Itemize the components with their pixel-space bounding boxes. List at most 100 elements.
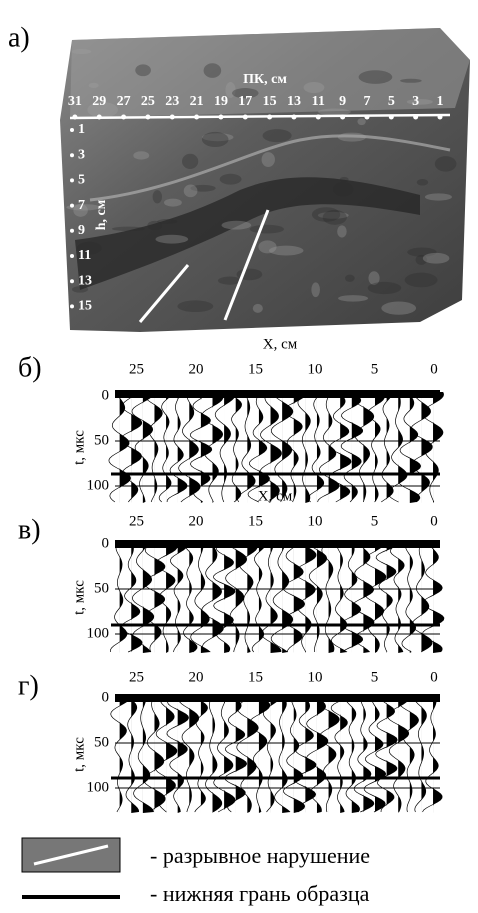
trace-fill xyxy=(293,542,305,653)
trace-fill xyxy=(409,696,419,813)
trace-fill xyxy=(433,542,444,653)
trace-fill xyxy=(328,542,334,653)
tick-mark xyxy=(218,114,224,120)
tick-mark xyxy=(70,228,74,233)
x-tick-label: 0 xyxy=(430,513,438,529)
rock-texture xyxy=(157,219,178,224)
trace xyxy=(119,391,143,503)
trace-fill xyxy=(340,696,349,813)
trace xyxy=(251,541,266,653)
rock-texture xyxy=(152,190,163,204)
trace xyxy=(205,695,223,813)
rock-texture xyxy=(177,300,214,313)
trace xyxy=(125,695,140,813)
rock-texture xyxy=(322,209,347,225)
legend: - разрывное нарушение - нижняя грань обр… xyxy=(21,837,370,906)
rock-texture xyxy=(221,220,252,230)
tick-label: 23 xyxy=(165,94,179,109)
legend-label: - нижняя грань образца xyxy=(150,881,370,906)
rock-texture xyxy=(406,99,433,105)
trace-fill xyxy=(351,392,363,503)
trace-fill xyxy=(131,696,139,813)
rock-texture xyxy=(262,129,292,143)
tick-mark xyxy=(145,114,151,120)
rock-texture xyxy=(202,133,234,142)
rock-texture xyxy=(73,203,88,217)
tick-label: 15 xyxy=(78,299,92,314)
trace xyxy=(353,695,375,813)
rock-texture xyxy=(217,276,242,285)
trace xyxy=(390,541,405,653)
panel-label: б) xyxy=(18,352,42,383)
trace xyxy=(317,695,340,813)
trace-fill xyxy=(247,696,259,813)
x-tick-label: 5 xyxy=(371,361,379,377)
trace-fill xyxy=(386,696,398,813)
trace xyxy=(108,391,131,503)
tick-mark xyxy=(340,114,346,120)
tick-mark xyxy=(70,153,74,158)
y-tick-label: 50 xyxy=(94,432,109,448)
rock-texture xyxy=(231,88,259,99)
trace-fill xyxy=(224,696,236,813)
rock-texture xyxy=(422,252,450,264)
trace xyxy=(345,695,360,813)
tick-label: 13 xyxy=(287,94,301,109)
trace xyxy=(329,391,352,503)
tick-mark xyxy=(194,114,200,120)
rock-texture xyxy=(404,272,438,288)
trace xyxy=(166,695,189,813)
trace-fill xyxy=(421,696,427,813)
rock-texture xyxy=(147,220,163,231)
y-tick-label: 0 xyxy=(102,387,110,403)
trace-fill xyxy=(142,542,154,653)
tick-mark xyxy=(388,114,394,120)
tick-label: 31 xyxy=(68,94,82,109)
tick-mark xyxy=(96,114,102,120)
trace xyxy=(410,391,433,503)
trace xyxy=(214,391,235,503)
rock-texture xyxy=(338,295,369,302)
trace xyxy=(133,695,154,813)
rock-texture xyxy=(337,225,347,238)
rock-texture xyxy=(318,108,351,116)
trace xyxy=(421,391,444,503)
trace xyxy=(248,695,271,813)
tick-label: 5 xyxy=(78,173,85,188)
rock-texture xyxy=(219,173,242,185)
trace-fill xyxy=(177,696,189,813)
trace-fill xyxy=(293,696,305,813)
trace xyxy=(166,391,188,503)
tick-label: 1 xyxy=(437,94,444,109)
x-tick-label: 15 xyxy=(248,361,263,377)
trace xyxy=(237,391,256,503)
trace-fill xyxy=(235,542,247,653)
rock-vein-light xyxy=(89,134,451,202)
trace xyxy=(131,391,154,503)
tick-label: 21 xyxy=(190,94,204,109)
trace-fill xyxy=(282,392,293,503)
tick-mark xyxy=(315,114,321,120)
rock-texture xyxy=(225,81,236,98)
trace-fill xyxy=(154,696,166,813)
trace-fill xyxy=(398,542,405,653)
tick-label: 1 xyxy=(78,122,85,137)
trace xyxy=(144,391,163,503)
trace xyxy=(261,541,282,653)
y-tick-label: 0 xyxy=(102,535,110,551)
y-axis-title: t, мкс xyxy=(71,580,87,615)
rock-texture xyxy=(203,63,222,78)
rock-texture xyxy=(71,286,89,293)
trace-fill xyxy=(363,696,374,813)
tick-mark xyxy=(70,254,74,258)
trace xyxy=(381,392,394,503)
tick-label: 17 xyxy=(238,94,252,109)
trace xyxy=(363,695,387,813)
rock-texture xyxy=(424,193,452,201)
trace-fill xyxy=(305,392,311,503)
y-axis-title: t, мкс xyxy=(71,737,87,772)
x-tick-label: 20 xyxy=(189,669,204,685)
panel-label: в) xyxy=(18,514,41,545)
rock-texture xyxy=(358,70,393,84)
trace-fill xyxy=(375,696,386,813)
